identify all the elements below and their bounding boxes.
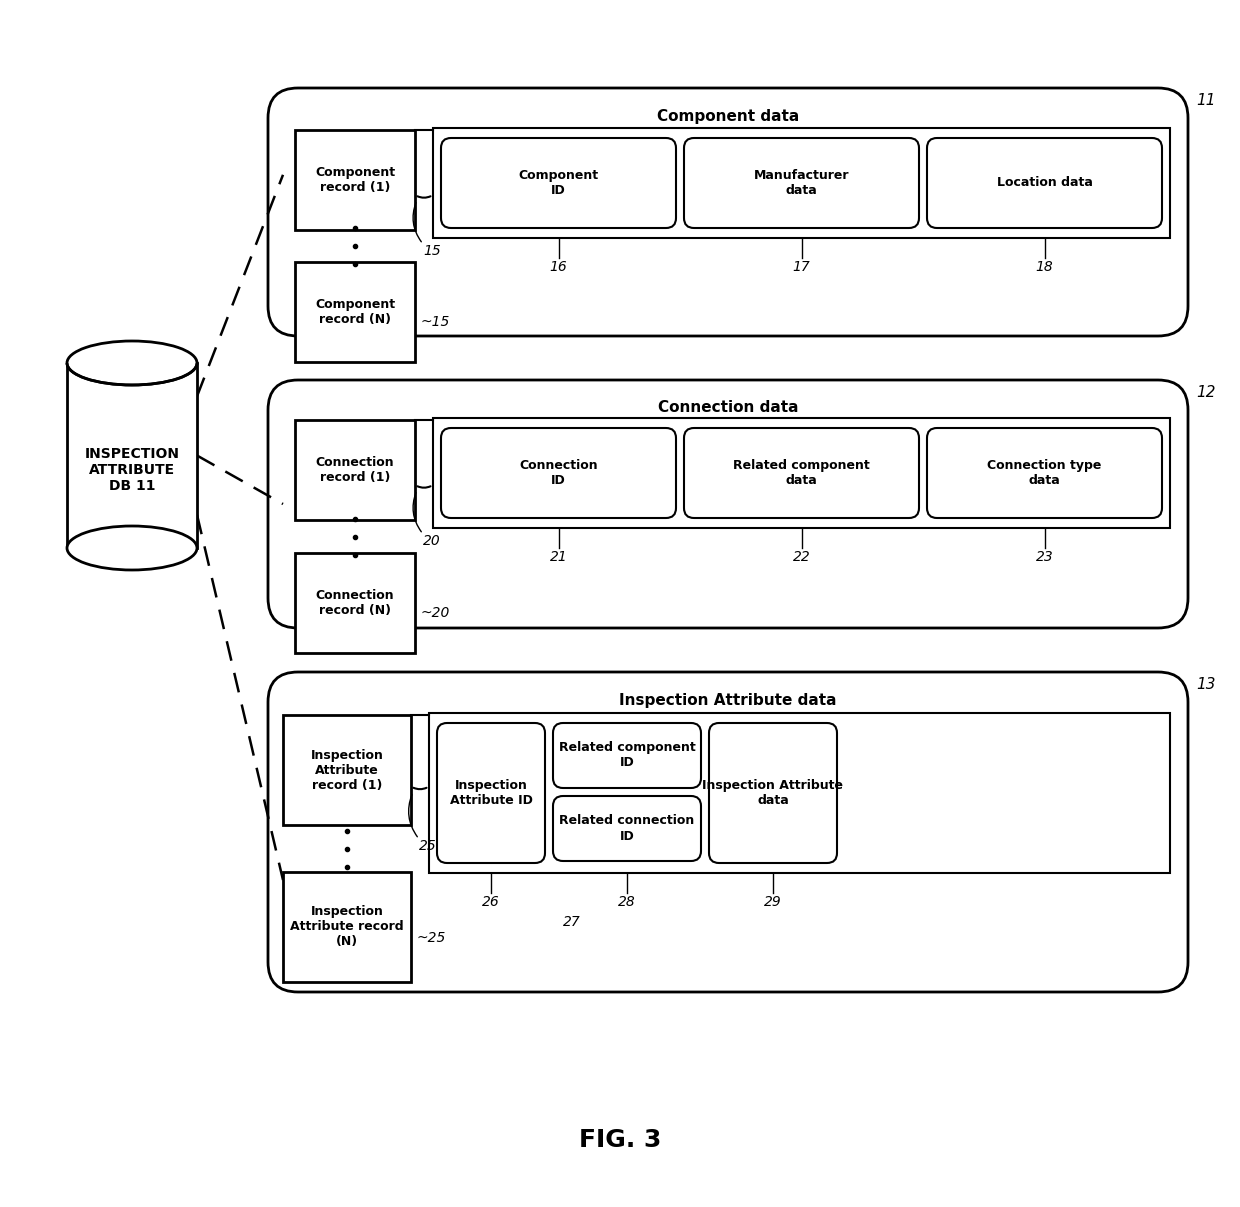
Text: INSPECTION
ATTRIBUTE
DB 11: INSPECTION ATTRIBUTE DB 11 (84, 447, 180, 494)
Bar (429, 713, 1171, 873)
Text: Location data: Location data (997, 176, 1092, 189)
Text: Inspection
Attribute ID: Inspection Attribute ID (450, 779, 532, 807)
Text: Related component
data: Related component data (733, 459, 870, 486)
Text: 27: 27 (563, 915, 580, 929)
Text: 25: 25 (419, 839, 436, 853)
Text: Connection data: Connection data (657, 401, 799, 415)
Text: Inspection Attribute data: Inspection Attribute data (619, 693, 837, 707)
Text: 16: 16 (549, 260, 568, 274)
FancyBboxPatch shape (684, 138, 919, 228)
Ellipse shape (67, 526, 197, 570)
FancyBboxPatch shape (684, 428, 919, 518)
FancyBboxPatch shape (268, 672, 1188, 992)
Text: ~20: ~20 (422, 606, 450, 620)
FancyBboxPatch shape (436, 723, 546, 863)
FancyBboxPatch shape (441, 138, 676, 228)
Text: Related component
ID: Related component ID (559, 741, 696, 770)
Bar (433, 128, 1171, 238)
Text: Inspection
Attribute record
(N): Inspection Attribute record (N) (290, 905, 404, 949)
Text: 28: 28 (618, 896, 636, 909)
Text: 20: 20 (423, 533, 440, 548)
Text: 29: 29 (764, 896, 782, 909)
Text: FIG. 3: FIG. 3 (579, 1129, 661, 1151)
FancyBboxPatch shape (268, 380, 1188, 628)
FancyBboxPatch shape (928, 428, 1162, 518)
Ellipse shape (67, 342, 197, 385)
Text: Connection
record (N): Connection record (N) (316, 589, 394, 617)
Text: Connection
record (1): Connection record (1) (316, 456, 394, 484)
Bar (433, 418, 1171, 527)
FancyBboxPatch shape (928, 138, 1162, 228)
Text: 17: 17 (792, 260, 811, 274)
Bar (295, 262, 415, 362)
Bar (295, 420, 415, 520)
Bar (67, 363, 197, 548)
Text: ~15: ~15 (422, 315, 450, 330)
Bar (295, 130, 415, 231)
Text: Component
record (1): Component record (1) (315, 167, 396, 194)
FancyBboxPatch shape (709, 723, 837, 863)
Text: 11: 11 (1197, 93, 1215, 107)
Text: 26: 26 (482, 896, 500, 909)
Text: 18: 18 (1035, 260, 1053, 274)
Text: Component data: Component data (657, 109, 799, 123)
FancyBboxPatch shape (441, 428, 676, 518)
Bar (283, 871, 410, 982)
Text: 23: 23 (1035, 550, 1053, 564)
Text: Inspection Attribute
data: Inspection Attribute data (703, 779, 843, 807)
Text: Connection type
data: Connection type data (987, 459, 1101, 486)
FancyBboxPatch shape (553, 723, 701, 788)
Bar (283, 715, 410, 826)
Text: Component
record (N): Component record (N) (315, 298, 396, 326)
Text: 15: 15 (423, 244, 440, 258)
Text: Related connection
ID: Related connection ID (559, 815, 694, 842)
FancyBboxPatch shape (268, 88, 1188, 336)
Text: Inspection
Attribute
record (1): Inspection Attribute record (1) (310, 748, 383, 792)
Text: 12: 12 (1197, 385, 1215, 400)
FancyBboxPatch shape (553, 795, 701, 861)
Text: 13: 13 (1197, 677, 1215, 692)
Text: Manufacturer
data: Manufacturer data (754, 169, 849, 197)
Bar (295, 553, 415, 653)
Text: Component
ID: Component ID (518, 169, 599, 197)
Text: 22: 22 (792, 550, 811, 564)
Text: 21: 21 (549, 550, 568, 564)
Text: ~25: ~25 (417, 931, 446, 945)
Text: Connection
ID: Connection ID (520, 459, 598, 486)
